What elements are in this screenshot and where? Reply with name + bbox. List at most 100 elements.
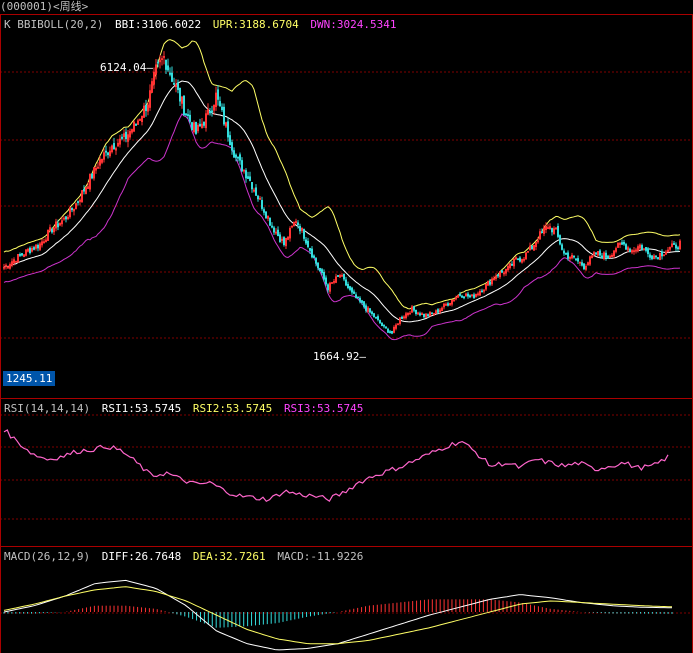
candle-body bbox=[55, 221, 58, 229]
candle-body bbox=[162, 56, 165, 58]
candle-body bbox=[408, 312, 411, 315]
candle-body bbox=[258, 197, 261, 200]
candle-body bbox=[326, 284, 329, 291]
candle-body bbox=[59, 222, 62, 226]
candle-body bbox=[517, 258, 520, 261]
candle-body bbox=[422, 313, 425, 318]
candle-body bbox=[63, 217, 66, 220]
candle-body bbox=[531, 245, 534, 250]
candle-body bbox=[121, 136, 124, 139]
candle-body bbox=[308, 247, 311, 251]
candle-body bbox=[160, 58, 163, 61]
candle-body bbox=[324, 277, 327, 285]
macd-panel[interactable] bbox=[3, 579, 673, 651]
candle-body bbox=[645, 247, 648, 251]
candle-body bbox=[192, 122, 195, 133]
candle-body bbox=[663, 254, 666, 257]
candle-body bbox=[224, 122, 227, 127]
candle-body bbox=[150, 81, 153, 93]
candle-body bbox=[450, 299, 453, 305]
candle-body bbox=[446, 303, 449, 306]
candle-body bbox=[420, 313, 423, 316]
candle-body bbox=[486, 280, 489, 286]
candle-body bbox=[398, 317, 401, 325]
candle-body bbox=[541, 231, 544, 234]
candle-body bbox=[464, 293, 467, 297]
main-price-panel[interactable] bbox=[3, 39, 682, 341]
candle-body bbox=[152, 71, 155, 85]
candle-body bbox=[416, 312, 419, 315]
candle-body bbox=[619, 243, 622, 245]
candle-body bbox=[480, 290, 483, 293]
candle-body bbox=[442, 303, 445, 308]
candle-body bbox=[360, 300, 363, 303]
candle-body bbox=[623, 241, 626, 245]
candle-body bbox=[320, 269, 323, 274]
candle-body bbox=[276, 229, 279, 237]
candle-body bbox=[218, 101, 221, 107]
candle-body bbox=[462, 296, 465, 299]
rsi-line bbox=[3, 429, 669, 503]
candle-body bbox=[282, 237, 285, 246]
candle-body bbox=[16, 253, 19, 263]
candle-body bbox=[440, 307, 443, 312]
candle-body bbox=[322, 271, 325, 280]
candle-body bbox=[176, 82, 179, 90]
candle-body bbox=[513, 258, 516, 267]
candle-body bbox=[504, 268, 507, 274]
candle-body bbox=[488, 281, 491, 285]
candle-body bbox=[671, 243, 674, 248]
dwn-band-line bbox=[3, 113, 681, 341]
macd-indicator-header: MACD(26,12,9) DIFF:26.7648 DEA:32.7261 M… bbox=[4, 550, 368, 563]
candle-body bbox=[334, 276, 337, 283]
candle-body bbox=[33, 247, 36, 250]
candle-body bbox=[579, 261, 582, 264]
candle-body bbox=[472, 294, 475, 298]
candle-body bbox=[240, 160, 243, 172]
candle-body bbox=[230, 142, 233, 151]
candle-body bbox=[67, 216, 70, 219]
price-axis-label: 1245.11 bbox=[3, 371, 56, 386]
candle-body bbox=[380, 322, 383, 327]
candle-body bbox=[77, 201, 80, 203]
candle-body bbox=[432, 312, 435, 315]
candle-body bbox=[156, 61, 159, 64]
candle-body bbox=[637, 246, 640, 252]
candle-body bbox=[474, 293, 477, 297]
candle-body bbox=[627, 247, 630, 251]
candle-body bbox=[587, 262, 590, 266]
candle-body bbox=[601, 255, 604, 259]
candle-body bbox=[47, 230, 50, 241]
candle-body bbox=[543, 227, 546, 234]
candle-body bbox=[290, 225, 293, 228]
candle-body bbox=[515, 257, 518, 260]
candle-body bbox=[444, 303, 447, 306]
candle-body bbox=[661, 251, 664, 257]
candle-body bbox=[434, 310, 437, 314]
rsi-panel[interactable] bbox=[3, 429, 669, 503]
candle-body bbox=[647, 248, 650, 255]
candle-body bbox=[194, 121, 197, 134]
candle-body bbox=[37, 244, 40, 249]
candle-body bbox=[95, 167, 98, 171]
candle-body bbox=[577, 258, 580, 262]
candle-body bbox=[174, 84, 177, 88]
candle-body bbox=[498, 271, 501, 278]
candle-body bbox=[272, 227, 275, 233]
rsi-panel-border bbox=[0, 398, 693, 547]
candle-body bbox=[190, 122, 193, 131]
candle-body bbox=[127, 134, 130, 142]
candle-body bbox=[669, 246, 672, 250]
candle-body bbox=[496, 274, 499, 277]
candle-body bbox=[555, 227, 558, 230]
candle-body bbox=[172, 83, 175, 85]
candle-body bbox=[406, 312, 409, 316]
candle-body bbox=[561, 244, 564, 250]
candle-body bbox=[545, 225, 548, 231]
candle-body bbox=[91, 173, 94, 179]
rsi1-value: RSI1:53.5745 bbox=[101, 402, 182, 415]
candle-body bbox=[280, 238, 283, 241]
title-text: (000001)<周线> bbox=[0, 0, 89, 13]
candle-body bbox=[234, 154, 237, 158]
